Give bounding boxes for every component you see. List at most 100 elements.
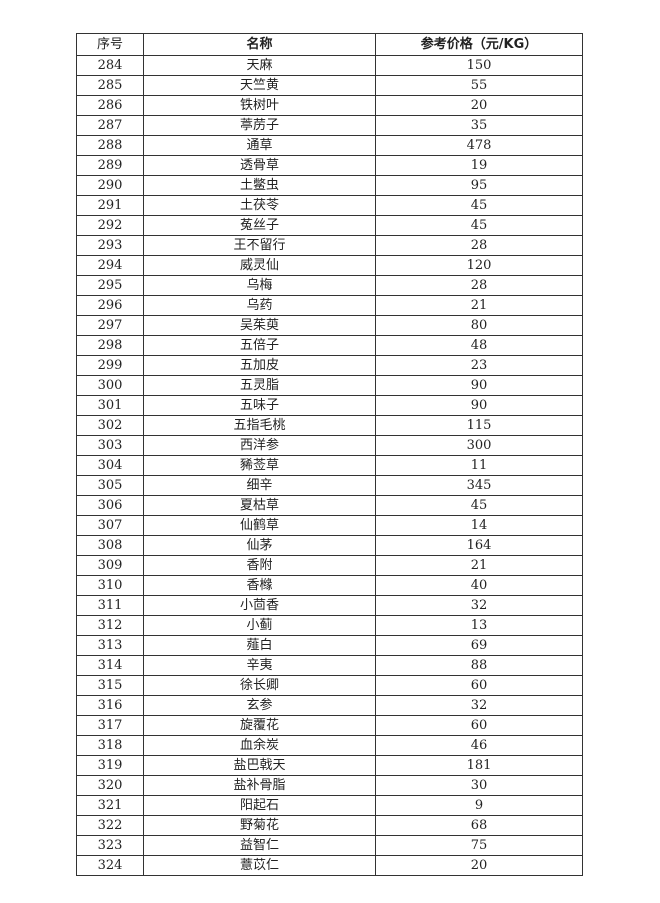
row-price: 120 [375, 255, 583, 276]
row-name: 铁树叶 [143, 95, 376, 116]
row-index: 299 [76, 355, 144, 376]
table-row: 305 细辛 345 [76, 475, 583, 496]
row-name: 仙茅 [143, 535, 376, 556]
row-index: 314 [76, 655, 144, 676]
row-price: 55 [375, 75, 583, 96]
row-name: 阳起石 [143, 795, 376, 816]
table-row: 297 吴茱萸 80 [76, 315, 583, 336]
row-name: 薏苡仁 [143, 855, 376, 876]
row-index: 302 [76, 415, 144, 436]
row-price: 95 [375, 175, 583, 196]
table-row: 323 益智仁 75 [76, 835, 583, 856]
table-row: 312 小蓟 13 [76, 615, 583, 636]
row-index: 318 [76, 735, 144, 756]
row-index: 305 [76, 475, 144, 496]
row-price: 28 [375, 275, 583, 296]
row-index: 316 [76, 695, 144, 716]
row-price: 300 [375, 435, 583, 456]
table-row: 298 五倍子 48 [76, 335, 583, 356]
row-price: 60 [375, 675, 583, 696]
price-table: 序号 名称 参考价格（元/KG） 284 天麻 150 285 天竺黄 55 286 铁树叶 2… [76, 33, 583, 876]
row-index: 287 [76, 115, 144, 136]
row-price: 30 [375, 775, 583, 796]
header-name: 名称 [143, 33, 376, 56]
row-index: 291 [76, 195, 144, 216]
table-row: 288 通草 478 [76, 135, 583, 156]
row-index: 292 [76, 215, 144, 236]
row-price: 14 [375, 515, 583, 536]
table-row: 318 血余炭 46 [76, 735, 583, 756]
row-name: 旋覆花 [143, 715, 376, 736]
row-price: 28 [375, 235, 583, 256]
table-row: 287 葶苈子 35 [76, 115, 583, 136]
row-index: 290 [76, 175, 144, 196]
row-price: 90 [375, 375, 583, 396]
row-name: 盐巴戟天 [143, 755, 376, 776]
row-index: 285 [76, 75, 144, 96]
row-price: 40 [375, 575, 583, 596]
row-price: 90 [375, 395, 583, 416]
table-row: 307 仙鹤草 14 [76, 515, 583, 536]
table-row: 322 野菊花 68 [76, 815, 583, 836]
row-name: 土茯苓 [143, 195, 376, 216]
row-name: 威灵仙 [143, 255, 376, 276]
table-row: 285 天竺黄 55 [76, 75, 583, 96]
row-index: 319 [76, 755, 144, 776]
row-index: 297 [76, 315, 144, 336]
row-index: 312 [76, 615, 144, 636]
row-name: 仙鹤草 [143, 515, 376, 536]
row-price: 35 [375, 115, 583, 136]
row-price: 88 [375, 655, 583, 676]
row-price: 150 [375, 55, 583, 76]
row-price: 45 [375, 195, 583, 216]
table-row: 284 天麻 150 [76, 55, 583, 76]
table-row: 319 盐巴戟天 181 [76, 755, 583, 776]
row-name: 透骨草 [143, 155, 376, 176]
row-name: 小茴香 [143, 595, 376, 616]
row-index: 284 [76, 55, 144, 76]
table-row: 294 威灵仙 120 [76, 255, 583, 276]
row-index: 289 [76, 155, 144, 176]
table-row: 292 菟丝子 45 [76, 215, 583, 236]
row-name: 五味子 [143, 395, 376, 416]
row-price: 19 [375, 155, 583, 176]
row-index: 324 [76, 855, 144, 876]
table-row: 317 旋覆花 60 [76, 715, 583, 736]
table-row: 296 乌药 21 [76, 295, 583, 316]
row-index: 323 [76, 835, 144, 856]
row-price: 181 [375, 755, 583, 776]
table-row: 310 香橼 40 [76, 575, 583, 596]
row-index: 307 [76, 515, 144, 536]
table-row: 308 仙茅 164 [76, 535, 583, 556]
table-row: 306 夏枯草 45 [76, 495, 583, 516]
header-index: 序号 [76, 33, 144, 56]
row-price: 32 [375, 595, 583, 616]
row-price: 75 [375, 835, 583, 856]
row-price: 21 [375, 555, 583, 576]
row-price: 45 [375, 495, 583, 516]
row-index: 317 [76, 715, 144, 736]
row-name: 天竺黄 [143, 75, 376, 96]
row-name: 吴茱萸 [143, 315, 376, 336]
row-name: 乌梅 [143, 275, 376, 296]
row-index: 301 [76, 395, 144, 416]
header-price: 参考价格（元/KG） [375, 33, 583, 56]
table-row: 309 香附 21 [76, 555, 583, 576]
row-price: 69 [375, 635, 583, 656]
row-name: 玄参 [143, 695, 376, 716]
row-name: 血余炭 [143, 735, 376, 756]
row-index: 315 [76, 675, 144, 696]
row-price: 45 [375, 215, 583, 236]
row-name: 菟丝子 [143, 215, 376, 236]
row-name: 徐长卿 [143, 675, 376, 696]
row-price: 478 [375, 135, 583, 156]
row-index: 304 [76, 455, 144, 476]
row-name: 天麻 [143, 55, 376, 76]
table-row: 291 土茯苓 45 [76, 195, 583, 216]
table-row: 311 小茴香 32 [76, 595, 583, 616]
table-row: 299 五加皮 23 [76, 355, 583, 376]
row-price: 20 [375, 95, 583, 116]
table-row: 320 盐补骨脂 30 [76, 775, 583, 796]
row-name: 五加皮 [143, 355, 376, 376]
row-name: 西洋参 [143, 435, 376, 456]
